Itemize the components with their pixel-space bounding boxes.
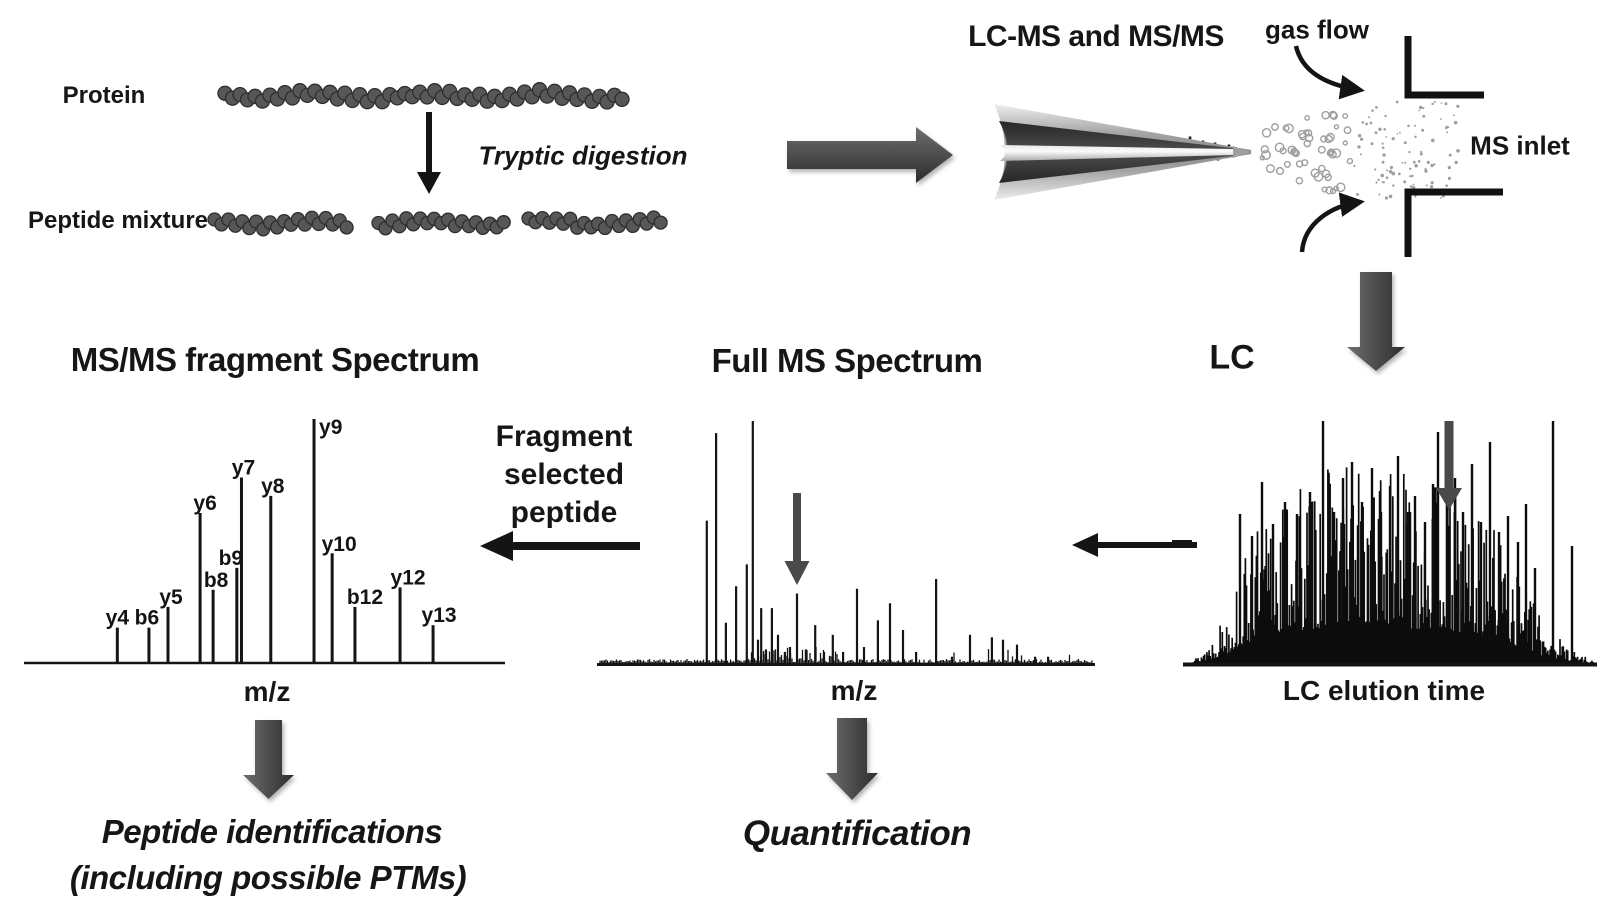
fragment-selected-line2: selected <box>503 458 625 491</box>
msms-title: MS/MS fragment Spectrum <box>70 341 480 378</box>
electrospray-droplets <box>1259 100 1460 200</box>
ms-inlet-label: MS inlet <box>1470 130 1570 161</box>
svg-text:y5: y5 <box>159 586 183 609</box>
fullms-selected-peak-arrow <box>784 493 810 585</box>
tryptic-digestion-arrow <box>417 112 441 194</box>
svg-text:b9: b9 <box>219 547 244 570</box>
lc-elution-time-label: LC elution time <box>1282 675 1486 706</box>
arrow-down-to-lc <box>1347 272 1405 371</box>
fullms-mz-label: m/z <box>830 675 878 706</box>
arrow-down-to-quantification <box>826 718 878 800</box>
svg-text:y8: y8 <box>261 475 285 498</box>
svg-text:y4: y4 <box>106 607 130 630</box>
gas-flow-label: gas flow <box>1264 14 1370 45</box>
svg-text:y6: y6 <box>193 492 216 515</box>
fragment-selected-line1: Fragment <box>495 420 633 453</box>
arrow-down-to-peptide-id <box>243 720 294 799</box>
tryptic-digestion-label: Tryptic digestion <box>478 140 688 171</box>
gas-flow-arrows <box>1293 45 1365 253</box>
fragment-selected-line3: peptide <box>510 496 618 529</box>
lc-axis-tick <box>1172 540 1192 546</box>
flow-arrow-right <box>787 127 953 183</box>
protein-bead-chain <box>217 82 630 110</box>
electrospray-needle-icon <box>994 104 1251 200</box>
svg-text:y10: y10 <box>322 533 357 556</box>
gas-flow-arrow-bottom <box>1299 192 1365 253</box>
svg-text:y13: y13 <box>422 604 457 627</box>
svg-text:b12: b12 <box>347 586 383 609</box>
quantification-label: Quantification <box>742 814 972 853</box>
protein-label: Protein <box>62 82 146 109</box>
svg-text:y12: y12 <box>391 566 426 589</box>
arrow-lc-to-fullms <box>1072 533 1197 557</box>
lc-label: LC <box>1209 338 1255 377</box>
svg-text:b8: b8 <box>204 569 229 592</box>
fullms-title: Full MS Spectrum <box>711 342 983 379</box>
svg-text:y9: y9 <box>319 416 342 439</box>
selection-arrows <box>784 421 1462 585</box>
peptide-identifications-sub-label: (including possible PTMs) <box>69 859 467 896</box>
peptide-mixture-label: Peptide mixture <box>27 207 209 234</box>
gas-flow-arrow-top <box>1293 45 1365 100</box>
msms-mz-label: m/z <box>243 676 291 707</box>
peptide-identifications-label: Peptide identifications <box>101 813 443 850</box>
full-ms-spectrum-plot <box>599 421 1093 664</box>
arrow-fullms-to-msms <box>480 531 640 561</box>
ms-inlet-top-plate <box>1404 36 1484 99</box>
ms-inlet-bottom-plate <box>1404 188 1503 257</box>
lcms-title: LC-MS and MS/MS <box>968 20 1224 53</box>
lc-selected-time-arrow <box>1436 421 1462 510</box>
ms-inlet-plates <box>1404 36 1503 257</box>
peptide-bead-chains <box>207 210 668 237</box>
svg-text:b6: b6 <box>135 607 160 630</box>
svg-text:y7: y7 <box>232 457 255 480</box>
lc-chromatogram-plot <box>1185 421 1594 664</box>
